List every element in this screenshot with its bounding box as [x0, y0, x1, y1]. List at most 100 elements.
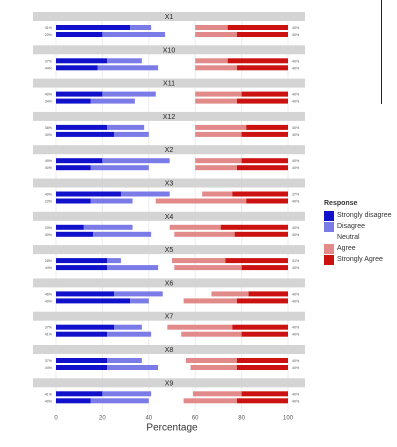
left-percent-label: 37% [45, 59, 53, 63]
bar-segment [107, 258, 121, 264]
bar-segment [56, 331, 108, 337]
left-percent-label: 41% [45, 26, 53, 30]
bar-segment [236, 358, 288, 363]
bar-segment [56, 158, 103, 164]
bar-segment [195, 25, 228, 30]
legend-item: Disagree [324, 221, 397, 232]
bar-segment [56, 224, 84, 230]
right-percent-label: 40% [292, 100, 300, 104]
right-percent-label: 40% [292, 26, 300, 30]
left-percent-label: 33% [45, 226, 53, 230]
panel-strip [33, 211, 305, 221]
bar-segment [97, 65, 159, 71]
bar-segment [56, 198, 91, 204]
bar-segment [130, 25, 152, 30]
bar-segment [181, 331, 242, 337]
bar-segment [56, 32, 103, 37]
bar-segment [195, 32, 237, 37]
right-percent-label: 40% [292, 292, 300, 296]
right-percent-label: 40% [292, 93, 300, 97]
bar-segment [211, 291, 249, 297]
bar-segment [236, 298, 288, 304]
right-percent-label: 40% [292, 33, 300, 37]
bar-segment [56, 391, 103, 397]
bar-segment [56, 258, 108, 264]
bar-segment [248, 291, 288, 297]
panel-strip [33, 178, 305, 188]
legend-item: Strongly Agree [324, 254, 397, 265]
panel-strip-label: X1 [165, 14, 174, 21]
left-percent-label: 41% [45, 333, 53, 337]
bar-segment [190, 365, 237, 370]
bar-segment [56, 231, 94, 237]
left-percent-label: 33% [45, 200, 53, 204]
bar-segment [232, 324, 288, 330]
bar-segment [169, 224, 221, 230]
bar-segment [102, 32, 166, 37]
panel-strip-label: X11 [163, 81, 175, 88]
x-tick-label: 100 [283, 416, 294, 422]
right-percent-label: 40% [292, 333, 300, 337]
panel-strip [33, 278, 305, 288]
bar-segment [241, 158, 288, 164]
left-percent-label: 44% [45, 366, 53, 370]
left-percent-label: 40% [45, 166, 53, 170]
bar-segment [130, 298, 149, 304]
left-percent-label: 20% [45, 33, 53, 37]
bar-segment [246, 124, 288, 130]
left-percent-label: 49% [45, 159, 53, 163]
bar-segment [107, 365, 159, 370]
panel-strip [33, 311, 305, 321]
legend-swatch [324, 254, 334, 265]
bar-segment [174, 231, 235, 237]
right-percent-label: 40% [292, 392, 300, 396]
left-percent-label: 34% [45, 100, 53, 104]
left-percent-label: 41% [45, 392, 53, 396]
panel-strip-label: X5 [165, 247, 174, 254]
right-percent-label: 40% [292, 326, 300, 330]
bar-segment [114, 324, 142, 330]
bar-segment [220, 224, 288, 230]
bar-segment [56, 65, 98, 71]
bar-segment [90, 198, 133, 204]
bar-segment [236, 398, 288, 404]
bar-segment [195, 58, 228, 64]
bar-segment [90, 165, 149, 171]
left-percent-label: 46% [45, 292, 53, 296]
bar-segment [102, 391, 152, 397]
bar-segment [236, 98, 288, 104]
panel-strip-label: X9 [165, 380, 174, 387]
bar-segment [107, 124, 145, 130]
bar-segment [56, 131, 114, 137]
panel-strip [33, 45, 305, 55]
bar-segment [56, 124, 108, 130]
bar-segment [107, 265, 159, 271]
bar-segment [56, 298, 131, 304]
legend-swatch [324, 232, 334, 243]
legend-item: Strongly disagree [324, 210, 397, 221]
bar-segment [195, 124, 247, 130]
right-percent-label: 40% [292, 233, 300, 237]
x-tick-label: 80 [238, 416, 245, 422]
bar-segment [183, 398, 237, 404]
x-tick-label: 20 [99, 416, 106, 422]
legend-swatch [324, 221, 334, 232]
left-percent-label: 40% [45, 299, 53, 303]
right-percent-label: 40% [292, 126, 300, 130]
x-tick-label: 40 [145, 416, 152, 422]
right-percent-label: 40% [292, 133, 300, 137]
left-percent-label: 40% [45, 93, 53, 97]
bar-segment [56, 358, 108, 363]
left-percent-label: 44% [45, 266, 53, 270]
bar-segment [195, 98, 237, 104]
bar-segment [167, 324, 233, 330]
legend-item: Neutral [324, 232, 397, 243]
bar-segment [90, 398, 149, 404]
left-percent-label: 28% [45, 259, 53, 263]
bar-segment [90, 98, 135, 104]
bar-segment [56, 265, 108, 271]
bar-segment [236, 365, 288, 370]
legend-item: Agree [324, 243, 397, 254]
panel-strip-label: X4 [165, 214, 174, 221]
